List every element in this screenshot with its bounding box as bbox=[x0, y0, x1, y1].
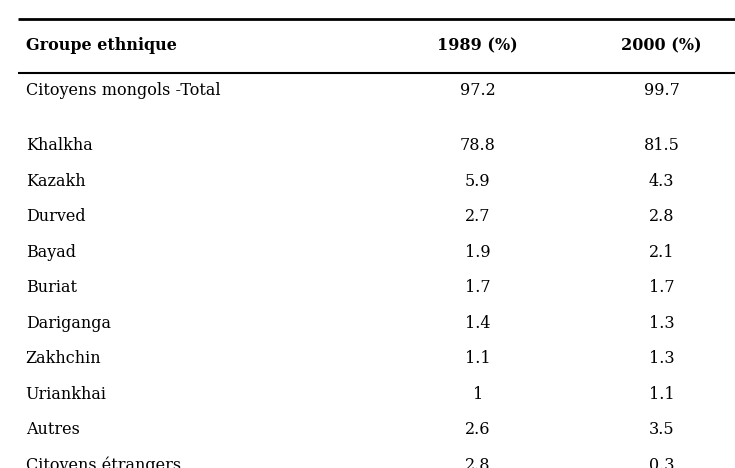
Text: Durved: Durved bbox=[26, 208, 85, 225]
Text: Bayad: Bayad bbox=[26, 244, 76, 261]
Text: Citoyens étrangers: Citoyens étrangers bbox=[26, 457, 181, 468]
Text: 1.4: 1.4 bbox=[465, 315, 490, 332]
Text: 1.7: 1.7 bbox=[465, 279, 490, 296]
Text: 99.7: 99.7 bbox=[644, 82, 679, 99]
Text: 1.3: 1.3 bbox=[649, 315, 674, 332]
Text: 2.8: 2.8 bbox=[649, 208, 674, 225]
Text: 81.5: 81.5 bbox=[644, 137, 679, 154]
Text: Dariganga: Dariganga bbox=[26, 315, 111, 332]
Text: 2.7: 2.7 bbox=[465, 208, 490, 225]
Text: 1.7: 1.7 bbox=[649, 279, 674, 296]
Text: 3.5: 3.5 bbox=[649, 422, 674, 439]
Text: 1: 1 bbox=[473, 386, 483, 403]
Text: Autres: Autres bbox=[26, 422, 79, 439]
Text: Citoyens mongols -Total: Citoyens mongols -Total bbox=[26, 82, 220, 99]
Text: Buriat: Buriat bbox=[26, 279, 76, 296]
Text: 2.6: 2.6 bbox=[465, 422, 490, 439]
Text: 1.3: 1.3 bbox=[649, 351, 674, 367]
Text: 1.1: 1.1 bbox=[465, 351, 490, 367]
Text: Uriankhai: Uriankhai bbox=[26, 386, 107, 403]
Text: 2000 (%): 2000 (%) bbox=[621, 37, 702, 54]
Text: Groupe ethnique: Groupe ethnique bbox=[26, 37, 176, 54]
Text: Khalkha: Khalkha bbox=[26, 137, 93, 154]
Text: 78.8: 78.8 bbox=[460, 137, 495, 154]
Text: 0.3: 0.3 bbox=[649, 457, 674, 468]
Text: 1.9: 1.9 bbox=[465, 244, 490, 261]
Text: Zakhchin: Zakhchin bbox=[26, 351, 101, 367]
Text: 97.2: 97.2 bbox=[460, 82, 495, 99]
Text: 2.8: 2.8 bbox=[465, 457, 490, 468]
Text: 1989 (%): 1989 (%) bbox=[437, 37, 518, 54]
Text: 5.9: 5.9 bbox=[465, 173, 490, 190]
Text: 1.1: 1.1 bbox=[649, 386, 674, 403]
Text: 4.3: 4.3 bbox=[649, 173, 674, 190]
Text: Kazakh: Kazakh bbox=[26, 173, 85, 190]
Text: 2.1: 2.1 bbox=[649, 244, 674, 261]
